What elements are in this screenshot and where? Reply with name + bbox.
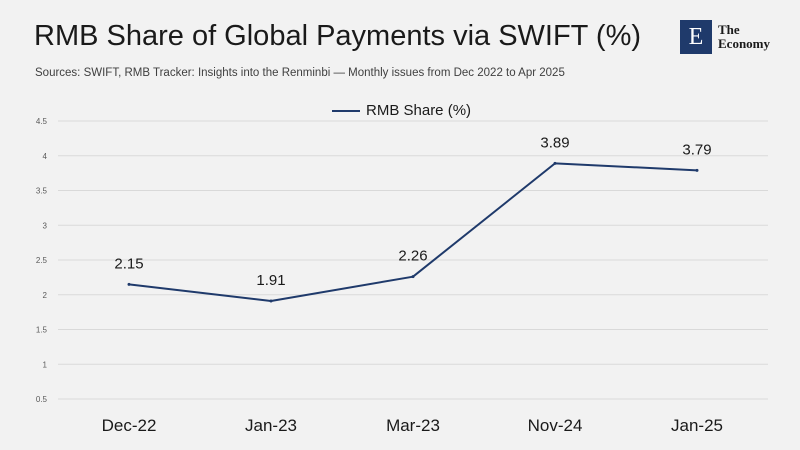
chart-subtitle: Sources: SWIFT, RMB Tracker: Insights in…	[35, 67, 565, 79]
data-label: 2.15	[114, 255, 143, 272]
y-tick-label: 4	[43, 152, 48, 161]
y-tick-label: 1.5	[36, 326, 48, 335]
y-tick-label: 3	[43, 221, 48, 230]
data-label: 1.91	[256, 272, 285, 289]
logo-line-2: Economy	[718, 36, 770, 51]
x-tick-label: Jan-25	[671, 416, 723, 435]
data-point	[695, 168, 699, 172]
data-point	[553, 161, 557, 165]
data-label: 3.89	[540, 134, 569, 151]
y-tick-label: 2.5	[36, 256, 48, 265]
brand-logo: E The Economy	[680, 20, 770, 54]
data-point	[411, 275, 415, 279]
legend-label: RMB Share (%)	[366, 102, 472, 119]
x-tick-label: Dec-22	[102, 416, 157, 435]
data-point	[127, 282, 131, 286]
legend-line-swatch	[332, 109, 360, 112]
chart-legend: RMB Share (%)	[332, 102, 471, 119]
logo-line-1: The	[718, 22, 740, 37]
y-tick-label: 4.5	[36, 117, 48, 126]
y-tick-label: 3.5	[36, 187, 48, 196]
data-point	[269, 299, 273, 303]
x-tick-label: Nov-24	[528, 416, 583, 435]
y-tick-label: 0.5	[36, 395, 48, 404]
x-tick-label: Jan-23	[245, 416, 297, 435]
logo-wordmark: The Economy	[718, 23, 770, 51]
y-tick-label: 2	[43, 291, 48, 300]
logo-letter-icon: E	[680, 20, 712, 54]
series-line	[128, 162, 698, 303]
chart-title: RMB Share of Global Payments via SWIFT (…	[34, 20, 642, 52]
data-label: 3.79	[682, 141, 711, 158]
data-label: 2.26	[398, 248, 427, 265]
y-tick-label: 1	[43, 360, 48, 369]
x-tick-label: Mar-23	[386, 416, 440, 435]
